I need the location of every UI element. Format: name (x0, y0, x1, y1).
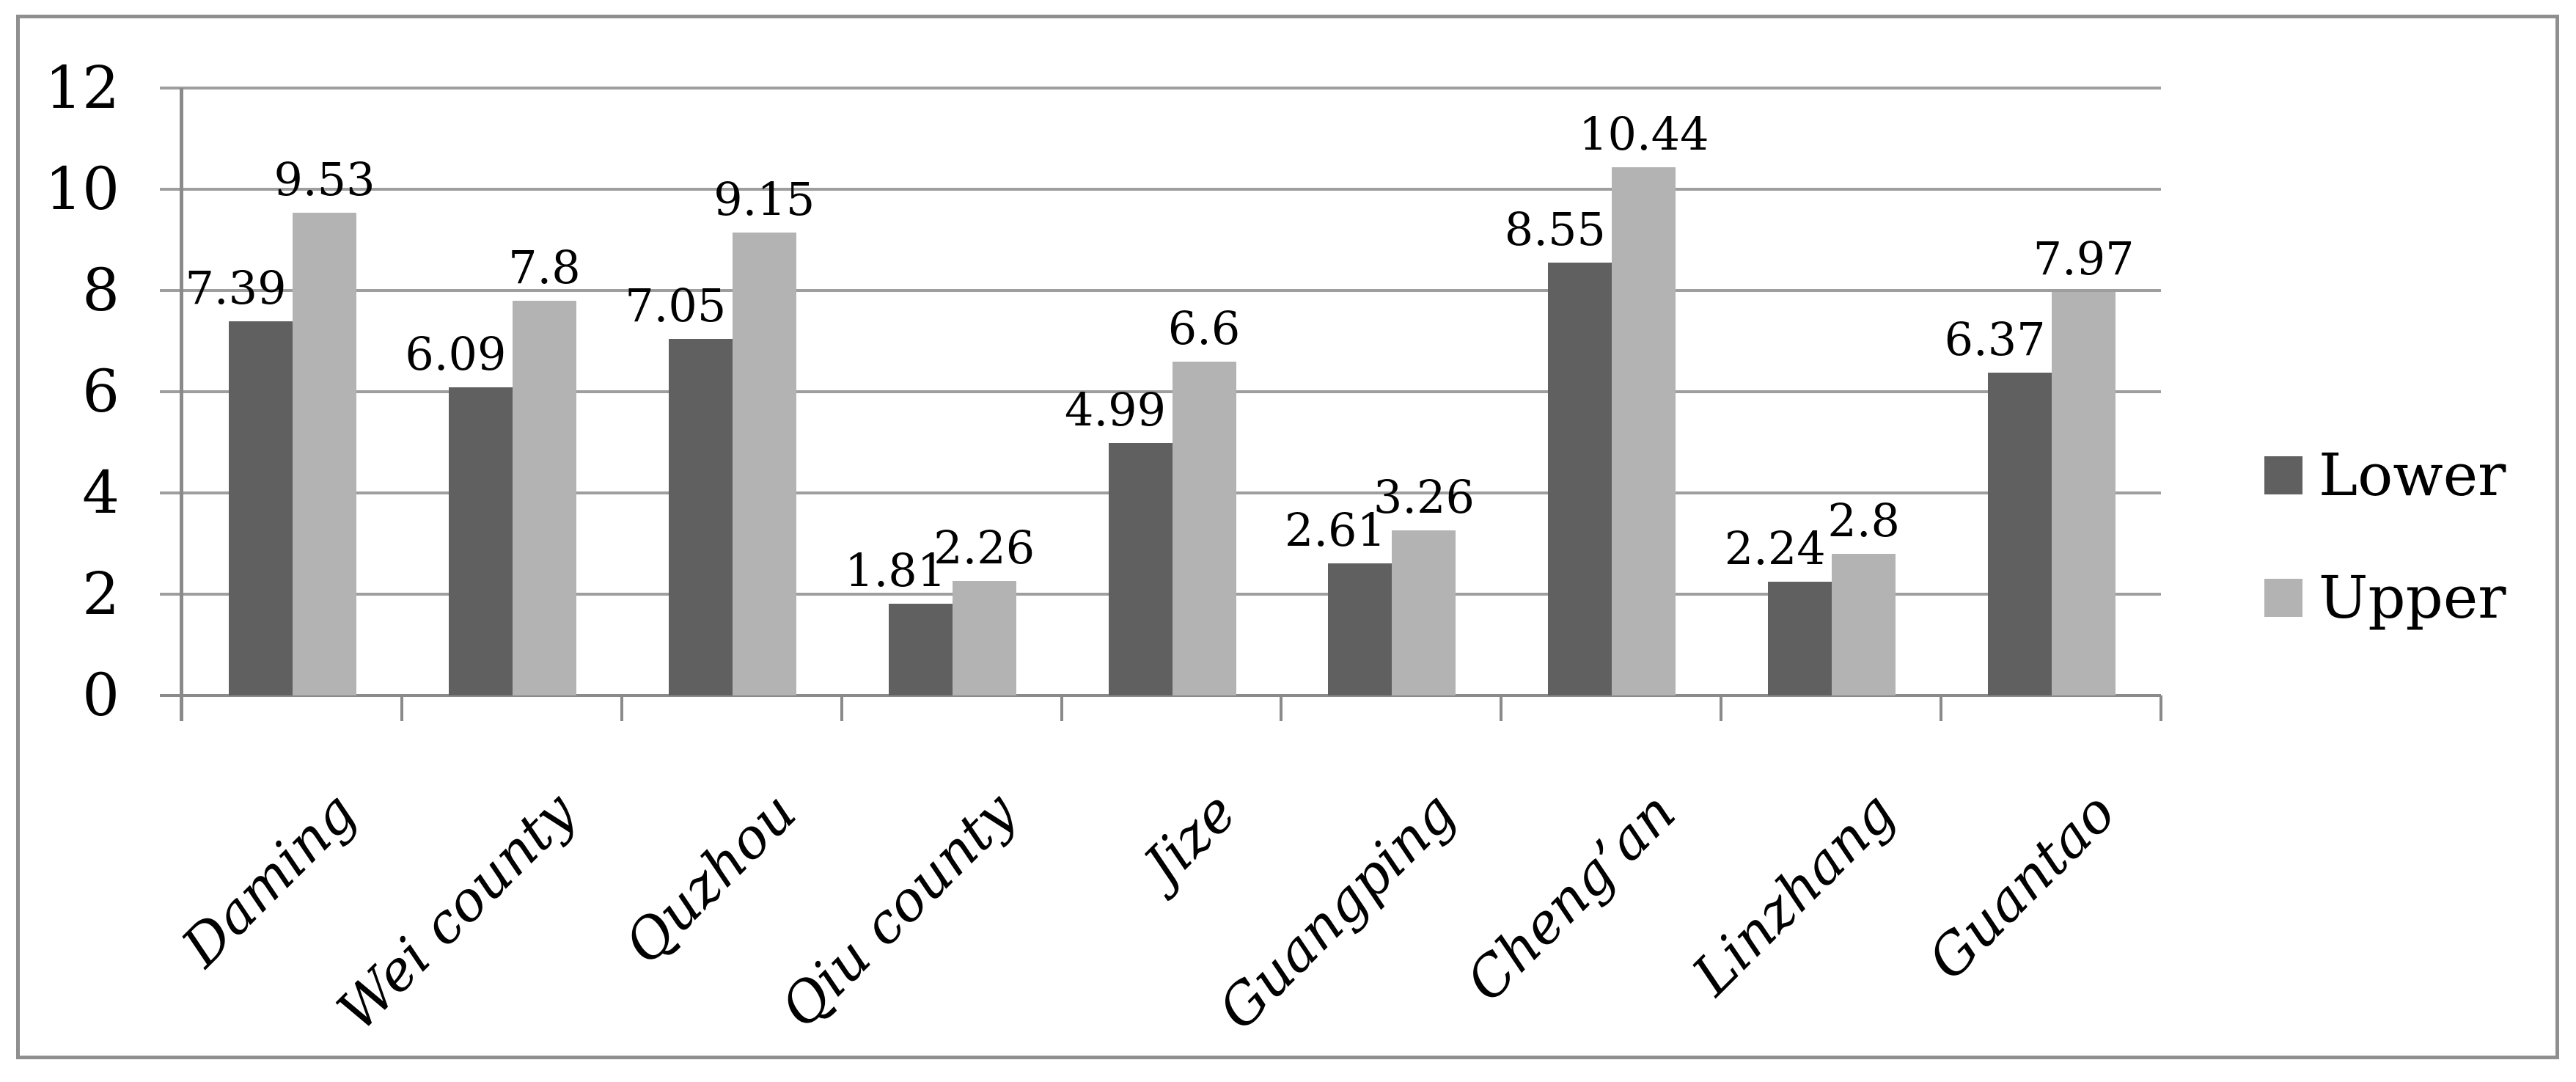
bar-upper-7 (1612, 167, 1676, 695)
legend-label-upper: Upper (2319, 563, 2506, 632)
data-label-upper-8: 2.8 (1827, 493, 1901, 547)
legend-label-lower: Lower (2319, 441, 2506, 509)
bar-upper-1 (293, 213, 356, 695)
x-axis-tick (2159, 695, 2162, 721)
bar-upper-4 (952, 581, 1016, 695)
bar-upper-5 (1172, 361, 1236, 695)
gridline (160, 289, 2161, 292)
bar-lower-9 (1988, 373, 2052, 695)
bar-lower-4 (888, 604, 953, 695)
y-axis-tick-label: 8 (82, 256, 120, 324)
bar-lower-6 (1328, 563, 1392, 695)
bar-lower-8 (1768, 582, 1832, 695)
legend-swatch-lower (2264, 456, 2302, 494)
y-axis-tick-label: 0 (82, 661, 120, 729)
bar-lower-7 (1548, 263, 1612, 695)
data-label-lower-6: 2.61 (1284, 502, 1386, 557)
y-axis-tick-label: 2 (82, 560, 120, 628)
data-label-upper-9: 7.97 (2033, 232, 2135, 286)
x-axis-line (160, 694, 2161, 697)
gridline (160, 390, 2161, 393)
legend-item-upper: Upper (2264, 569, 2506, 627)
data-label-lower-1: 7.39 (185, 261, 287, 315)
data-label-lower-9: 6.37 (1944, 312, 2046, 367)
bar-lower-1 (229, 321, 293, 695)
chart-border (16, 15, 2559, 1059)
data-label-lower-3: 7.05 (625, 278, 727, 332)
bar-lower-3 (668, 338, 733, 695)
bar-upper-6 (1392, 530, 1456, 695)
bar-upper-2 (512, 300, 576, 695)
bar-upper-9 (2052, 292, 2116, 695)
legend: Lower Upper (2264, 446, 2506, 691)
y-axis-tick-label: 6 (82, 357, 120, 425)
data-label-lower-7: 8.55 (1504, 202, 1606, 257)
legend-swatch-upper (2264, 579, 2302, 617)
bar-upper-8 (1832, 553, 1896, 695)
y-axis-tick-label: 4 (82, 458, 120, 527)
x-axis-tick (1500, 695, 1503, 721)
x-axis-tick (180, 695, 183, 721)
bar-lower-5 (1108, 442, 1173, 695)
x-axis-tick (1060, 695, 1063, 721)
y-axis-tick-label: 10 (45, 155, 120, 223)
data-label-lower-5: 4.99 (1065, 382, 1167, 436)
data-label-upper-5: 6.6 (1167, 301, 1241, 355)
data-label-lower-2: 6.09 (405, 326, 507, 381)
bar-lower-2 (448, 387, 513, 695)
x-axis-tick (1280, 695, 1283, 721)
data-label-upper-7: 10.44 (1579, 106, 1709, 161)
data-label-upper-4: 2.26 (933, 521, 1035, 575)
legend-item-lower: Lower (2264, 446, 2506, 505)
data-label-upper-1: 9.53 (274, 153, 375, 207)
gridline (160, 188, 2161, 191)
x-axis-tick (400, 695, 403, 721)
gridline (160, 87, 2161, 89)
data-label-lower-8: 2.24 (1724, 522, 1826, 576)
x-axis-tick (840, 695, 843, 721)
bar-upper-3 (732, 232, 796, 695)
data-label-upper-2: 7.8 (508, 240, 581, 294)
data-label-upper-6: 3.26 (1373, 470, 1475, 524)
data-label-upper-3: 9.15 (713, 172, 815, 226)
data-label-lower-4: 1.81 (845, 544, 947, 598)
x-axis-tick (1720, 695, 1723, 721)
x-axis-tick (620, 695, 623, 721)
y-axis-line (180, 88, 183, 721)
y-axis-tick-label: 12 (45, 54, 120, 122)
x-axis-tick (1940, 695, 1943, 721)
